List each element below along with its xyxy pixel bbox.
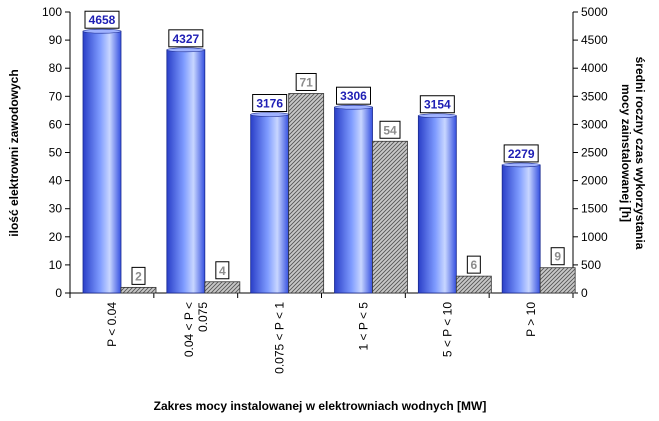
x-tick-label-line: P < 0.04 xyxy=(105,302,119,347)
data-label-count-box xyxy=(550,247,565,266)
data-label-count-box xyxy=(466,255,481,274)
x-tick-label: 1 < P < 5 xyxy=(356,302,370,351)
bar-count xyxy=(120,286,157,294)
left-tick-label: 0 xyxy=(55,286,62,300)
left-axis-title: ilość elektrowni zawodowych xyxy=(7,69,21,236)
x-axis-title: Zakres mocy instalowanej w elektrowniach… xyxy=(154,399,487,413)
bar-hours xyxy=(166,49,206,294)
right-axis-title-line-2: mocy zainstalowanej [h] xyxy=(619,84,633,222)
bar-hours xyxy=(417,115,457,294)
right-tick-label: 3000 xyxy=(581,117,608,131)
x-tick-label-line: 1 < P < 5 xyxy=(356,302,370,351)
right-tick-label: 4500 xyxy=(581,33,608,47)
right-tick-label: 500 xyxy=(581,258,601,272)
data-label-hours: 4327 xyxy=(168,29,204,48)
data-label-hours: 4658 xyxy=(84,10,120,29)
bar-count xyxy=(455,275,492,294)
x-tick-label: P < 0.04 xyxy=(105,302,119,347)
left-tick-label: 70 xyxy=(49,89,63,103)
left-tick-label: 10 xyxy=(49,258,63,272)
right-tick-label: 1500 xyxy=(581,202,608,216)
data-label-count-text: 54 xyxy=(383,123,397,137)
data-label-hours-box xyxy=(503,144,539,163)
data-label-count-text: 71 xyxy=(299,75,313,89)
right-tick-label: 1000 xyxy=(581,230,608,244)
data-label-hours-box xyxy=(419,95,455,114)
left-tick-label: 40 xyxy=(49,174,63,188)
bar-hours xyxy=(501,164,541,294)
x-tick-label: P > 10 xyxy=(524,302,538,337)
bar-hours-top xyxy=(418,113,457,119)
bar-count xyxy=(288,93,325,294)
data-label-count-box xyxy=(131,266,146,285)
data-label-hours-text: 2279 xyxy=(508,147,535,161)
data-label-hours-box xyxy=(84,10,120,29)
right-axis-title-line-1: średni roczny czas wykorzystania xyxy=(633,57,647,250)
x-tick-label-line: 5 < P < 10 xyxy=(440,302,454,357)
bar-hours-top xyxy=(250,112,289,117)
bar-count xyxy=(204,281,241,294)
bar-hours-top xyxy=(166,47,206,53)
data-label-count: 2 xyxy=(131,266,146,285)
x-tick-label: 0.075 < P < 1 xyxy=(273,302,287,374)
right-tick-label: 5000 xyxy=(581,5,608,19)
bar-hours xyxy=(250,114,290,294)
right-tick-label: 4000 xyxy=(581,61,608,75)
left-tick-label: 100 xyxy=(42,5,62,19)
data-label-hours-text: 3306 xyxy=(340,89,367,103)
left-tick-label: 80 xyxy=(49,61,63,75)
data-label-count-box xyxy=(215,261,230,280)
data-label-hours-text: 4327 xyxy=(172,32,199,46)
right-tick-label: 2000 xyxy=(581,174,608,188)
data-label-count: 71 xyxy=(295,72,317,91)
data-label-count: 54 xyxy=(379,120,401,139)
x-tick-label-line: 0.04 < P < xyxy=(182,302,196,357)
data-label-count-text: 2 xyxy=(135,269,142,283)
data-label-hours-box xyxy=(336,86,371,105)
x-tick-label-line: P > 10 xyxy=(524,302,538,337)
x-tick-label-line: 0.075 xyxy=(196,302,210,332)
bar-hours-top xyxy=(82,28,122,34)
data-label-count: 6 xyxy=(466,255,481,274)
left-tick-label: 60 xyxy=(49,117,63,131)
bar-hours-top xyxy=(334,104,373,110)
data-label-hours: 3154 xyxy=(419,95,455,114)
right-tick-label: 0 xyxy=(581,286,588,300)
data-label-hours-text: 3154 xyxy=(424,98,451,112)
left-tick-label: 30 xyxy=(49,202,63,216)
left-tick-label: 50 xyxy=(49,146,63,160)
bar-count xyxy=(539,267,576,294)
data-label-count-box xyxy=(379,120,401,139)
data-label-hours-box xyxy=(168,29,204,48)
bar-hours-top xyxy=(501,162,541,168)
data-label-count-text: 9 xyxy=(554,250,561,264)
x-tick-label: 0.04 < P <0.075 xyxy=(182,302,210,357)
data-label-hours-text: 4658 xyxy=(89,13,116,27)
right-tick-label: 2500 xyxy=(581,146,608,160)
data-label-hours-box xyxy=(252,94,288,113)
data-label-hours-text: 3176 xyxy=(256,97,283,111)
data-label-count-text: 4 xyxy=(219,264,226,278)
x-tick-label: 5 < P < 10 xyxy=(440,302,454,357)
left-tick-label: 20 xyxy=(49,230,63,244)
data-label-hours: 3176 xyxy=(252,94,288,113)
data-label-count-box xyxy=(295,72,317,91)
bar-hours xyxy=(82,30,122,294)
data-label-hours: 2279 xyxy=(503,144,539,163)
data-label-count: 9 xyxy=(550,247,565,266)
data-label-hours: 3306 xyxy=(336,86,371,105)
x-tick-label-line: 0.075 < P < 1 xyxy=(273,302,287,374)
bar-count xyxy=(372,140,408,294)
data-label-count-text: 6 xyxy=(470,258,477,272)
data-label-count: 4 xyxy=(215,261,230,280)
left-tick-label: 90 xyxy=(49,33,63,47)
right-tick-label: 3500 xyxy=(581,89,608,103)
bar-hours xyxy=(334,106,373,294)
